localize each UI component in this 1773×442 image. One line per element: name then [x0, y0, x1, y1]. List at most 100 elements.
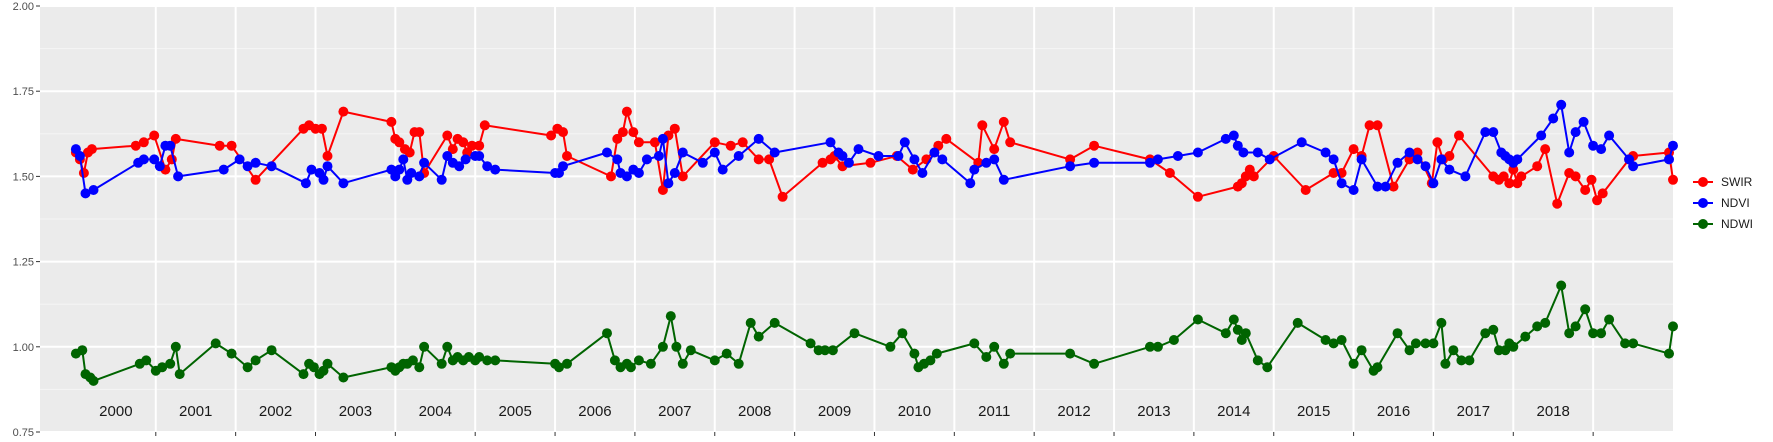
data-point — [250, 174, 261, 185]
data-point — [1548, 113, 1559, 124]
data-point — [1556, 99, 1567, 110]
y-tick-label: 1.00 — [13, 342, 34, 354]
legend: SWIR NDVI NDWI — [1693, 175, 1753, 231]
data-point — [558, 127, 568, 138]
data-point — [165, 358, 176, 369]
data-point — [893, 151, 904, 161]
y-tick-label: 0.75 — [13, 427, 34, 439]
data-point — [138, 154, 149, 165]
data-point — [1628, 161, 1639, 172]
data-point — [308, 362, 319, 373]
data-point — [998, 358, 1009, 369]
data-point — [1356, 345, 1367, 356]
data-point — [467, 140, 477, 151]
data-point — [318, 174, 329, 185]
data-point — [1348, 144, 1359, 155]
data-point — [1404, 345, 1415, 356]
year-label: 2009 — [818, 403, 851, 420]
data-point — [1392, 157, 1403, 168]
data-point — [1364, 120, 1375, 131]
data-point — [1089, 140, 1100, 151]
data-point — [641, 154, 652, 165]
data-point — [1570, 171, 1581, 182]
data-point — [899, 137, 910, 148]
data-point — [442, 151, 453, 161]
year-label: 2000 — [99, 403, 132, 420]
data-point — [460, 154, 471, 165]
data-point — [1328, 168, 1339, 178]
data-point — [733, 358, 744, 369]
year-label: 2017 — [1457, 403, 1490, 420]
data-point — [1508, 341, 1519, 352]
data-point — [1232, 324, 1243, 335]
data-point — [1372, 120, 1383, 131]
data-point — [1512, 154, 1523, 165]
data-point — [777, 191, 788, 202]
data-point — [338, 178, 349, 189]
data-point — [154, 161, 165, 172]
legend-marker — [1698, 219, 1708, 229]
data-point — [419, 341, 430, 352]
data-point — [490, 355, 501, 366]
data-point — [669, 123, 680, 134]
year-label: 2015 — [1297, 403, 1330, 420]
data-point — [149, 130, 160, 141]
data-point — [602, 328, 612, 339]
data-point — [442, 341, 453, 352]
data-point — [606, 171, 616, 182]
data-point — [1444, 151, 1455, 161]
year-label: 2004 — [419, 403, 452, 420]
data-point — [546, 130, 557, 141]
data-point — [1252, 355, 1263, 366]
year-label: 2001 — [179, 403, 212, 420]
data-point — [454, 161, 465, 172]
data-point — [737, 137, 748, 148]
data-point — [1578, 116, 1589, 127]
data-point — [609, 355, 620, 366]
data-point — [306, 164, 317, 175]
data-point — [1556, 280, 1567, 291]
data-point — [753, 154, 764, 165]
data-point — [669, 168, 680, 178]
data-point — [1089, 157, 1100, 168]
data-point — [1320, 147, 1331, 158]
data-point — [1164, 168, 1175, 178]
data-point — [414, 127, 425, 138]
data-point — [709, 137, 720, 148]
y-tick-label: 1.50 — [13, 171, 34, 183]
data-point — [1005, 137, 1016, 148]
series-swir — [70, 106, 1678, 209]
data-point — [998, 174, 1009, 185]
data-point — [1664, 154, 1674, 165]
data-point — [1192, 191, 1203, 202]
data-point — [242, 161, 253, 172]
data-point — [909, 154, 920, 165]
data-point — [917, 168, 928, 178]
data-point — [1504, 178, 1515, 189]
data-point — [1005, 348, 1016, 359]
year-label: 2008 — [738, 403, 771, 420]
year-label: 2010 — [898, 403, 931, 420]
data-point — [628, 127, 639, 138]
data-point — [843, 157, 854, 168]
year-label: 2016 — [1377, 403, 1410, 420]
data-point — [1320, 335, 1331, 345]
data-point — [873, 151, 884, 161]
legend-marker — [1698, 198, 1708, 208]
data-point — [625, 362, 636, 373]
y-tick-label: 2.00 — [13, 1, 34, 13]
data-point — [1152, 154, 1163, 165]
data-point — [1228, 130, 1239, 141]
data-point — [697, 157, 708, 168]
data-point — [969, 164, 980, 175]
data-point — [1520, 331, 1531, 342]
data-point — [436, 358, 447, 369]
data-point — [1412, 154, 1423, 165]
data-point — [322, 161, 333, 172]
grid — [40, 5, 1673, 433]
data-point — [649, 137, 660, 148]
data-point — [77, 345, 88, 356]
data-point — [989, 341, 1000, 352]
data-point — [250, 355, 261, 366]
